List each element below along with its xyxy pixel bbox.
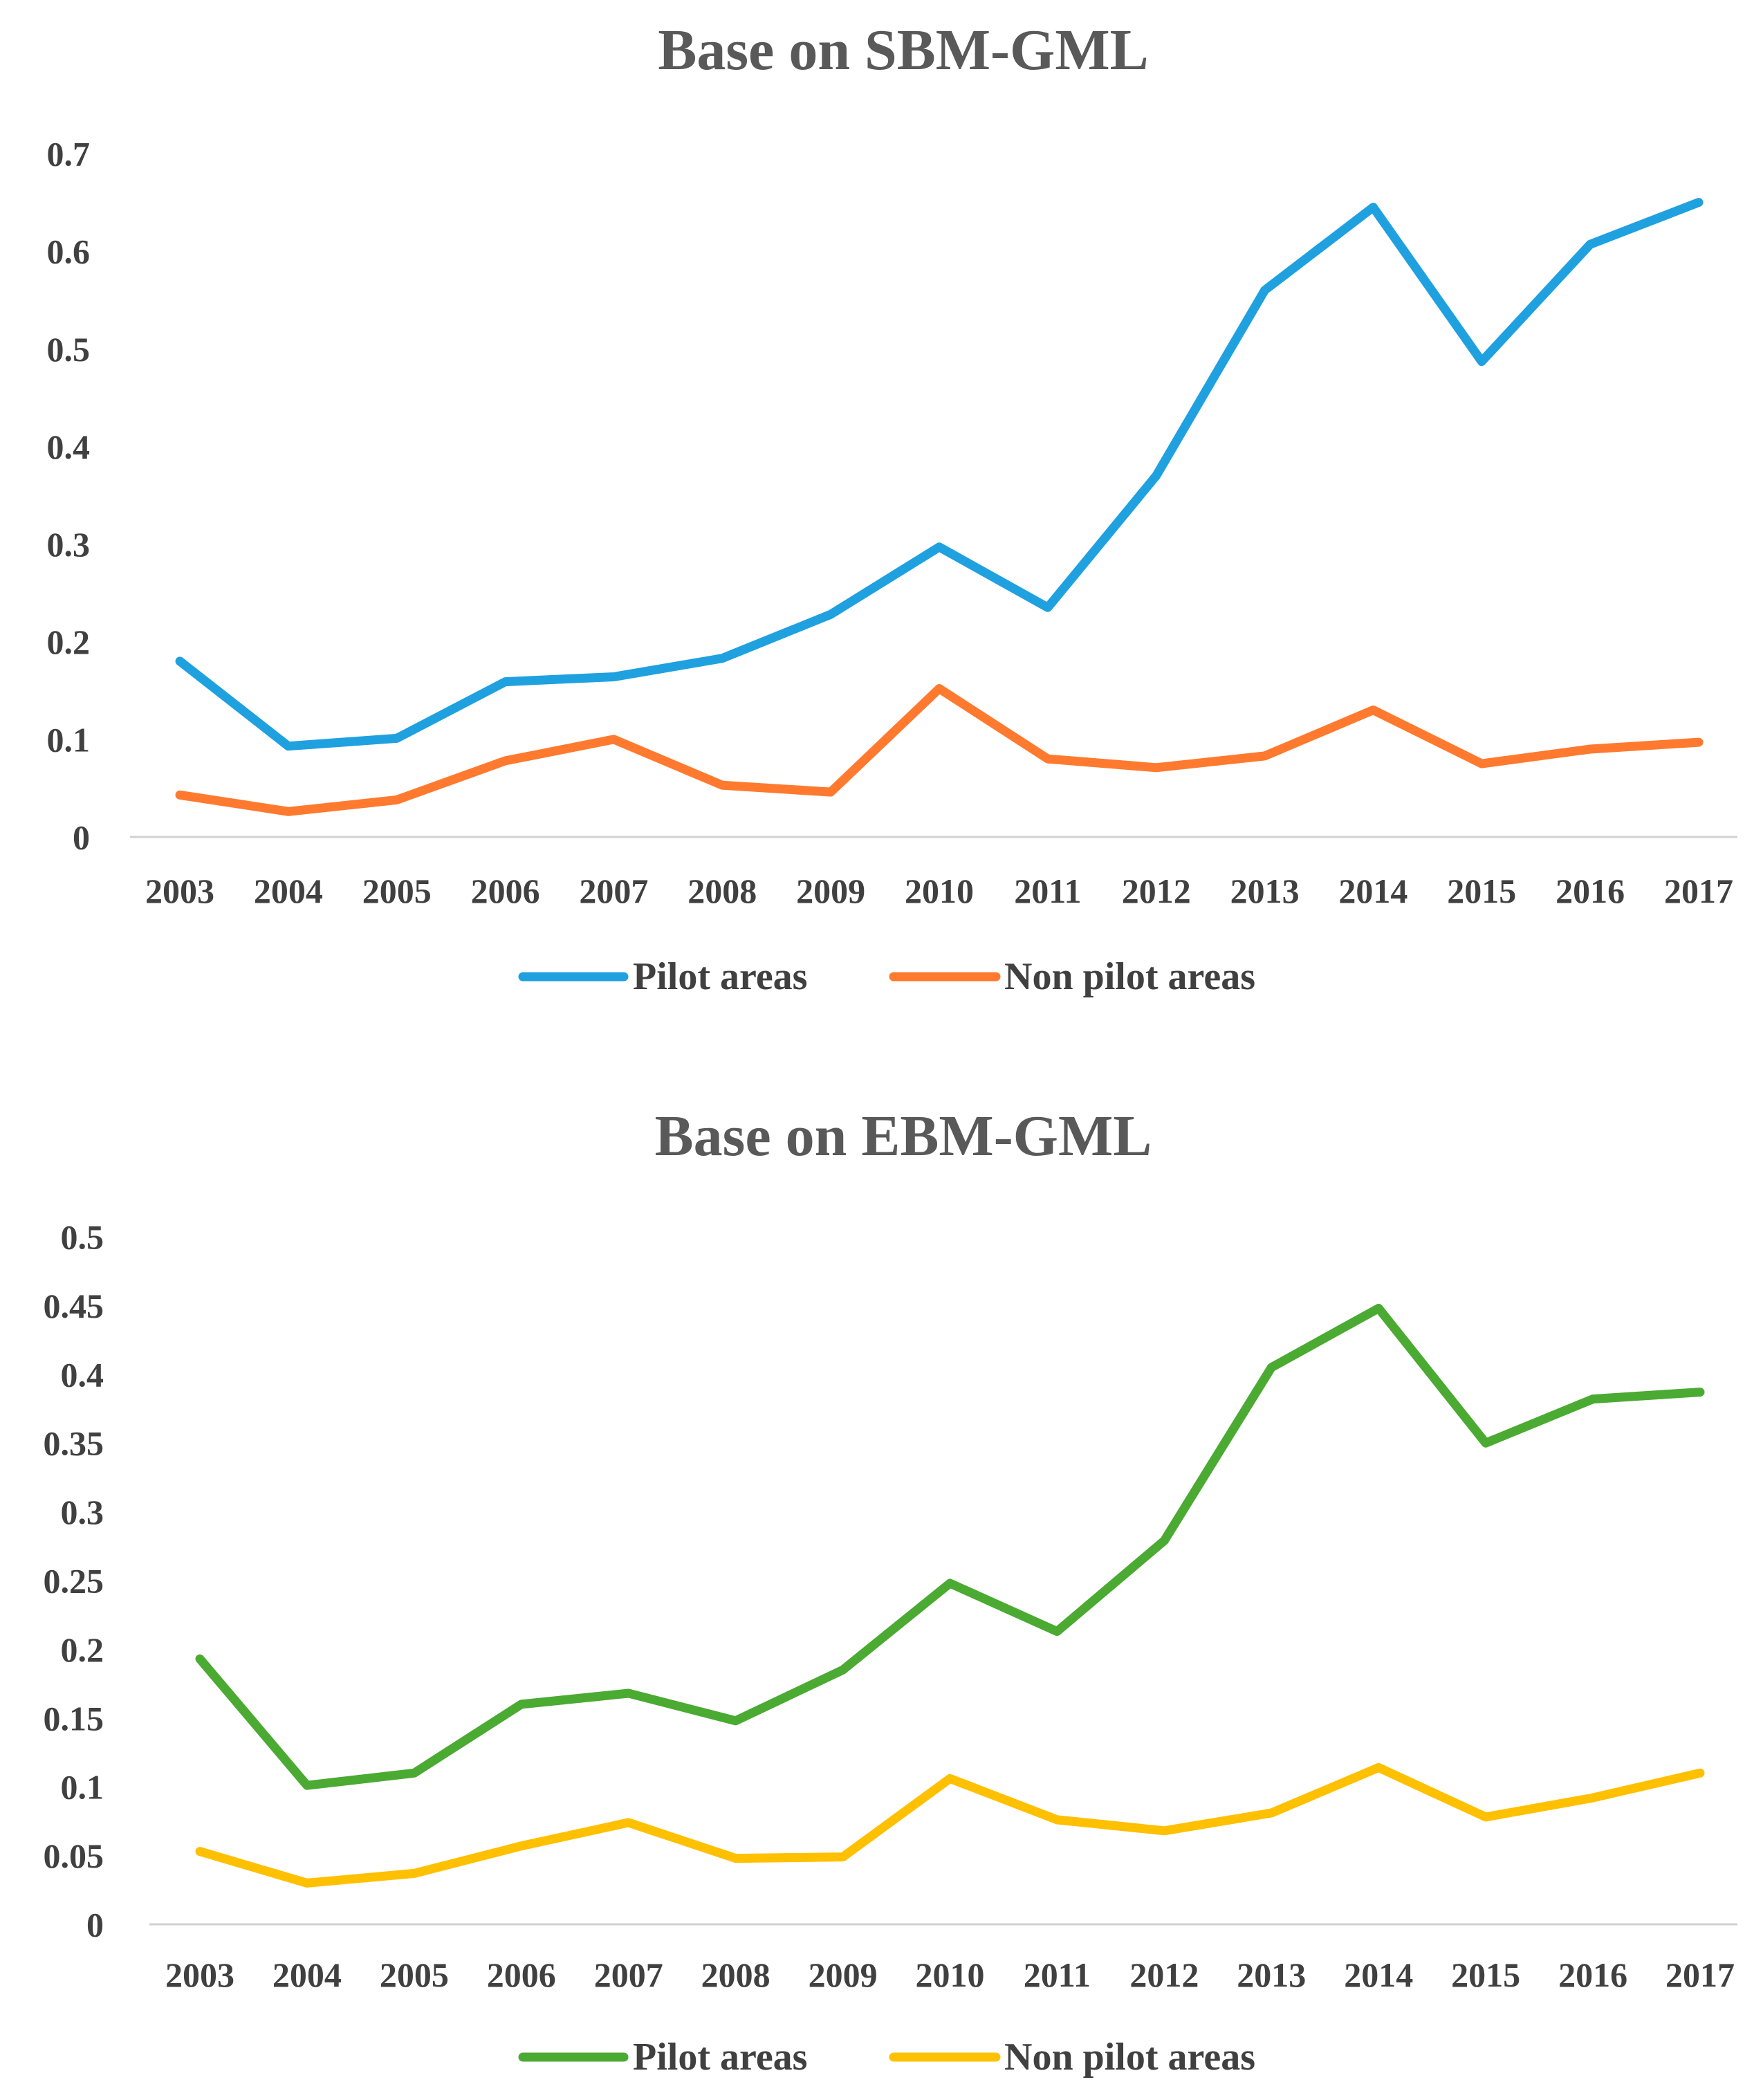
x-tick-label: 2004 (273, 1955, 342, 1994)
y-tick-label: 0.15 (44, 1699, 104, 1738)
x-tick-label: 2013 (1237, 1955, 1306, 1994)
y-tick-label: 0.4 (61, 1355, 104, 1394)
series-line-pilot-areas (195, 1303, 1705, 1790)
x-tick-label: 2010 (916, 1955, 985, 1994)
y-tick-label: 0.2 (61, 1630, 104, 1669)
chart-sbm-gml-svg: Base on SBM-GML 0 0.1 0.2 0.3 0.4 0.5 0.6 0.7 200… (47, 18, 1737, 998)
y-tick-label: 0.4 (47, 427, 91, 466)
x-tick-label: 2010 (905, 872, 974, 910)
x-tick-label: 2003 (165, 1955, 234, 1994)
chart-ebm-gml-svg: Base on EBM-GML 0 0.05 0.1 0.15 0.2 0.25 0.3 0.3… (44, 1104, 1737, 2079)
x-tick-label: 2014 (1338, 872, 1407, 910)
x-tick-label: 2017 (1665, 1955, 1735, 1994)
x-tick-label: 2011 (1014, 872, 1081, 910)
chart-sbm-gml: Base on SBM-GML 0 0.1 0.2 0.3 0.4 0.5 0.6 0.7 200… (0, 0, 1763, 1038)
x-tick-label: 2012 (1122, 872, 1191, 910)
legend-label: Non pilot areas (1004, 2036, 1255, 2079)
chart-ebm-gml: Base on EBM-GML 0 0.05 0.1 0.15 0.2 0.25 0.3 0.3… (0, 1079, 1763, 2100)
x-tick-label: 2008 (687, 872, 757, 910)
chart-title: Base on SBM-GML (658, 18, 1148, 82)
x-tick-label: 2015 (1447, 872, 1516, 910)
y-tick-label: 0.5 (47, 330, 91, 369)
x-tick-label: 2006 (471, 872, 540, 910)
x-tick-label: 2004 (254, 872, 323, 910)
x-tick-label: 2014 (1344, 1955, 1413, 1994)
y-tick-label: 0.5 (61, 1218, 104, 1257)
series-line-non-pilot-areas (195, 1762, 1705, 1888)
x-tick-label: 2003 (145, 872, 214, 910)
x-tick-label: 2016 (1556, 872, 1625, 910)
x-tick-label: 2007 (594, 1955, 663, 1994)
y-tick-label: 0.45 (44, 1287, 104, 1325)
x-tick-label: 2015 (1451, 1955, 1520, 1994)
y-tick-label: 0.3 (61, 1493, 104, 1531)
y-tick-label: 0 (86, 1906, 104, 1944)
y-tick-label: 0.35 (44, 1424, 104, 1463)
x-tick-label: 2006 (487, 1955, 556, 1994)
series-line-non-pilot-areas (175, 684, 1704, 816)
y-tick-label: 0.1 (47, 720, 91, 759)
y-tick-label: 0.05 (44, 1836, 104, 1875)
x-tick-label: 2017 (1664, 872, 1733, 910)
x-tick-label: 2013 (1230, 872, 1300, 910)
chart-title: Base on EBM-GML (655, 1104, 1152, 1168)
legend-label: Pilot areas (633, 2036, 807, 2079)
series-line-pilot-areas (175, 198, 1704, 751)
y-tick-label: 0.2 (47, 623, 91, 661)
x-tick-label: 2007 (579, 872, 648, 910)
y-tick-label: 0.7 (47, 135, 91, 174)
x-tick-label: 2016 (1558, 1955, 1627, 1994)
legend-label: Non pilot areas (1004, 955, 1255, 998)
x-tick-label: 2009 (796, 872, 865, 910)
y-tick-label: 0.6 (47, 232, 91, 271)
x-tick-label: 2005 (380, 1955, 449, 1994)
y-tick-label: 0 (73, 818, 90, 857)
legend-label: Pilot areas (633, 955, 807, 998)
x-tick-label: 2011 (1024, 1955, 1091, 1994)
x-tick-label: 2009 (809, 1955, 878, 1994)
x-tick-label: 2008 (701, 1955, 770, 1994)
y-tick-label: 0.25 (44, 1562, 104, 1601)
x-tick-label: 2012 (1129, 1955, 1199, 1994)
x-tick-label: 2005 (362, 872, 432, 910)
y-tick-label: 0.1 (61, 1768, 104, 1807)
y-tick-label: 0.3 (47, 525, 91, 564)
